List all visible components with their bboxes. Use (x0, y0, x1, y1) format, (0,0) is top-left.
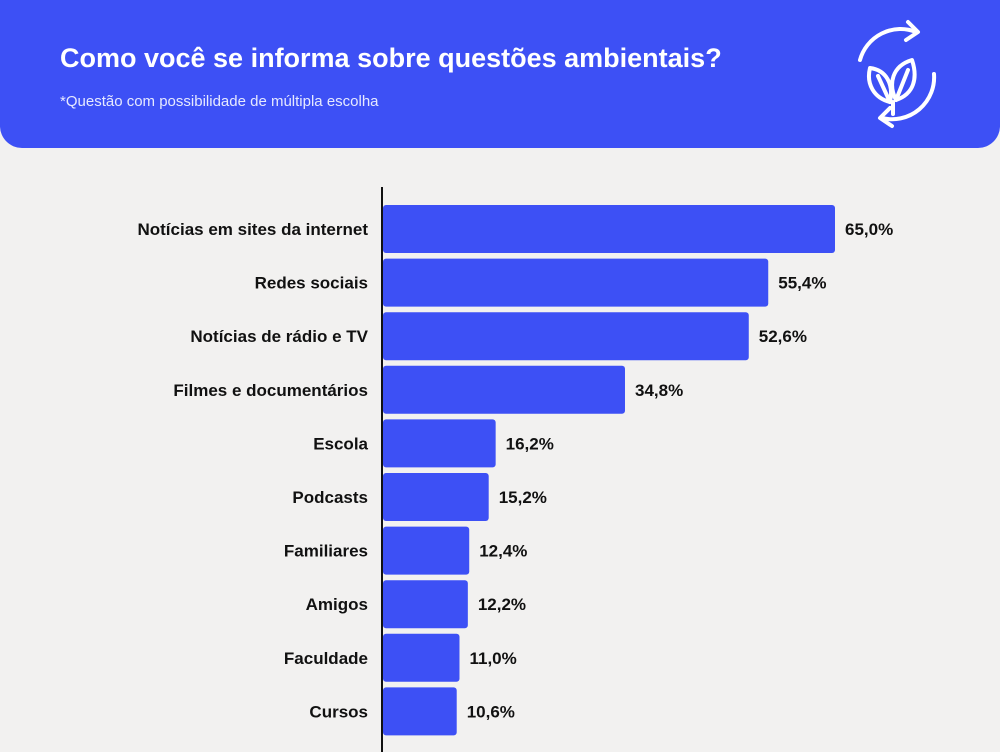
bar (383, 526, 470, 575)
category-label: Filmes e documentários (173, 381, 368, 400)
bar (383, 419, 496, 468)
value-label: 34,8% (635, 381, 683, 400)
value-label: 52,6% (759, 327, 807, 346)
value-label: 12,4% (479, 542, 527, 561)
bar (383, 580, 468, 629)
header-banner: Como você se informa sobre questões ambi… (0, 0, 1000, 148)
bar (383, 473, 489, 521)
category-label: Faculdade (284, 649, 368, 668)
chart-title: Como você se informa sobre questões ambi… (60, 43, 722, 73)
value-label: 55,4% (778, 274, 826, 293)
category-label: Familiares (284, 542, 368, 561)
bar (383, 365, 625, 414)
chart-subtitle: *Questão com possibilidade de múltipla e… (60, 93, 379, 110)
category-label: Podcasts (292, 488, 368, 507)
bars-group: Notícias em sites da internet 65,0% Redes … (137, 205, 893, 736)
category-label: Redes sociais (255, 274, 368, 293)
value-label: 11,0% (469, 649, 516, 668)
category-label: Escola (313, 434, 368, 453)
bar (383, 258, 769, 307)
bar (383, 687, 457, 736)
value-label: 65,0% (845, 220, 893, 239)
recycle-leaf-icon (858, 20, 937, 128)
category-label: Cursos (309, 702, 368, 721)
bar (383, 312, 749, 361)
value-label: 10,6% (467, 702, 515, 721)
value-label: 12,2% (478, 595, 526, 614)
value-label: 15,2% (499, 488, 547, 507)
category-label: Notícias de rádio e TV (190, 327, 368, 346)
bar (383, 633, 460, 682)
category-label: Amigos (306, 595, 368, 614)
value-label: 16,2% (506, 434, 554, 453)
category-label: Notícias em sites da internet (137, 220, 368, 239)
bar (383, 205, 835, 253)
